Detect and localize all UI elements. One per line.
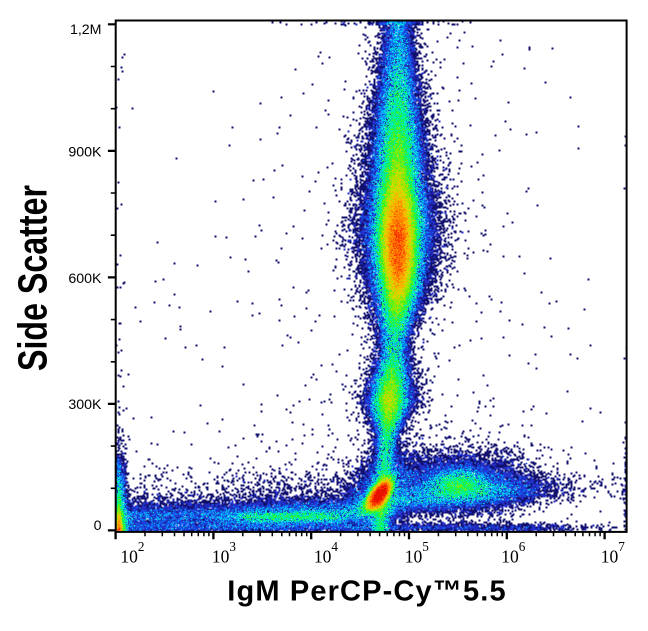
svg-text:900K: 900K [68,145,102,161]
svg-text:IgM PerCP-Cy™5.5: IgM PerCP-Cy™5.5 [227,575,506,607]
svg-text:600K: 600K [68,271,102,287]
svg-text:0: 0 [94,518,102,534]
svg-text:300K: 300K [68,397,102,413]
svg-text:Side Scatter: Side Scatter [10,185,56,371]
svg-text:1,2M: 1,2M [70,22,102,38]
